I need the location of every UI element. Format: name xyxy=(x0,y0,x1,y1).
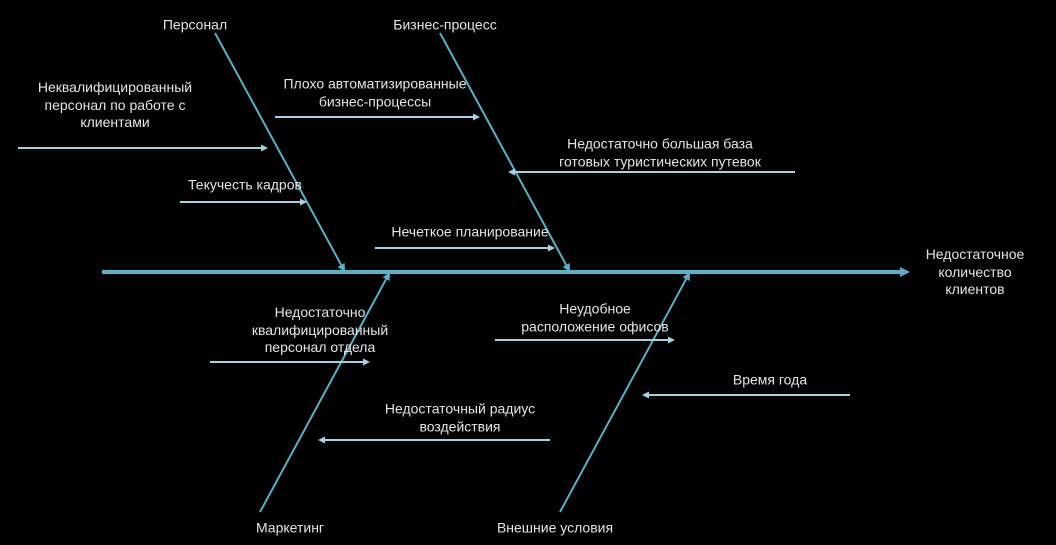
bone-marketing xyxy=(260,278,387,512)
cause-business_process-0-arrowhead xyxy=(473,114,480,121)
fishbone-diagram: Недостаточное количество клиентовПерсона… xyxy=(0,0,1056,545)
cause-marketing-0-arrowhead xyxy=(363,359,370,366)
bone-personal xyxy=(215,33,342,266)
spine-arrowhead xyxy=(900,267,910,277)
cause-external-1-arrowhead xyxy=(642,392,649,399)
bone-business_process xyxy=(440,33,567,266)
cause-marketing-1-arrowhead xyxy=(318,437,325,444)
cause-business_process-1-arrowhead xyxy=(508,169,515,176)
cause-external-0-arrowhead xyxy=(668,337,675,344)
cause-business_process-2-arrowhead xyxy=(548,245,555,252)
cause-personal-0-arrowhead xyxy=(261,145,268,152)
fishbone-svg xyxy=(0,0,1056,545)
